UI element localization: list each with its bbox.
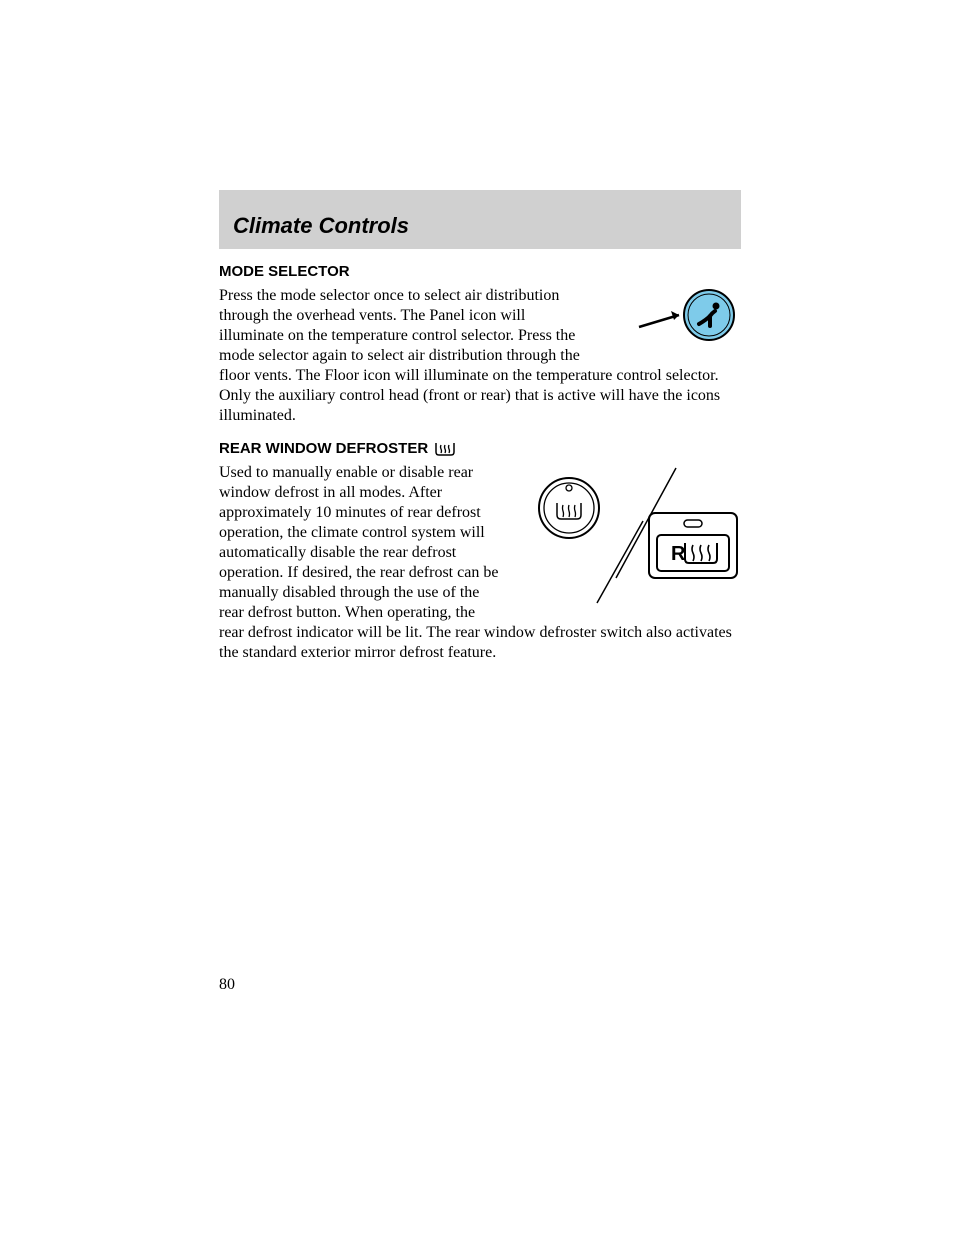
manual-page: Climate Controls MODE SELECTOR Press the… (0, 0, 954, 1235)
defrost-icon (434, 441, 456, 457)
section-heading-rear-defroster: REAR WINDOW DEFROSTER (219, 440, 741, 457)
section-heading-mode-selector: MODE SELECTOR (219, 263, 741, 280)
page-number: 80 (219, 976, 235, 994)
heading-text: REAR WINDOW DEFROSTER (219, 440, 428, 457)
chapter-title-bar: Climate Controls (219, 190, 741, 249)
heading-text: MODE SELECTOR (219, 263, 350, 280)
mode-selector-icon (611, 286, 741, 344)
mode-selector-figure (611, 286, 741, 349)
defrost-controls-diagram-icon: R (521, 463, 741, 613)
chapter-title: Climate Controls (233, 213, 727, 239)
defrost-r-label: R (671, 543, 686, 565)
rear-defroster-figure: R (521, 463, 741, 618)
